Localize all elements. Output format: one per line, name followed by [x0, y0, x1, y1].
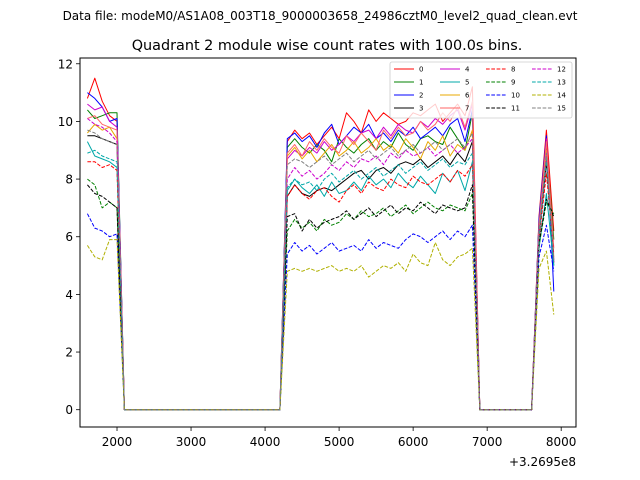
x-tick-label: 7000 — [472, 435, 503, 449]
series-line-5 — [86, 141, 555, 411]
series-line-0 — [86, 77, 555, 411]
legend-label-12: 12 — [557, 66, 566, 74]
legend-label-13: 13 — [557, 79, 566, 87]
series-line-10 — [86, 213, 555, 411]
series-layer — [86, 77, 555, 411]
y-tick-label: 2 — [65, 346, 73, 360]
x-tick-label: 6000 — [398, 435, 429, 449]
x-tick-label: 3000 — [176, 435, 207, 449]
legend-label-4: 4 — [465, 66, 470, 74]
x-offset-label: +3.2695e8 — [509, 455, 576, 469]
legend-label-15: 15 — [557, 105, 566, 113]
series-line-1 — [87, 109, 555, 411]
series-line-14 — [86, 239, 555, 411]
chart-title: Quadrant 2 module wise count rates with … — [132, 38, 523, 54]
series-line-4 — [87, 103, 555, 411]
chart-suptitle: Data file: modeM0/AS1A08_003T18_90000036… — [63, 9, 578, 23]
legend-label-7: 7 — [465, 105, 469, 113]
legend-label-9: 9 — [511, 79, 515, 87]
legend-frame — [389, 61, 573, 119]
y-tick-label: 4 — [65, 288, 73, 302]
y-tick-label: 12 — [58, 57, 73, 71]
legend-label-5: 5 — [465, 79, 469, 87]
legend-label-0: 0 — [419, 66, 423, 74]
legend-label-1: 1 — [419, 79, 423, 87]
x-tick-label: 5000 — [324, 435, 355, 449]
series-line-13 — [87, 149, 555, 411]
legend-label-3: 3 — [419, 105, 423, 113]
x-tick-label: 8000 — [546, 435, 577, 449]
y-tick-label: 10 — [58, 115, 73, 129]
series-line-3 — [87, 135, 555, 411]
x-tick-label: 2000 — [102, 435, 133, 449]
series-line-15 — [87, 129, 555, 411]
legend-label-2: 2 — [419, 92, 423, 100]
y-tick-label: 8 — [65, 173, 73, 187]
series-line-6 — [87, 123, 555, 411]
legend-label-8: 8 — [511, 66, 515, 74]
y-tick-label: 6 — [65, 230, 73, 244]
x-tick-label: 4000 — [250, 435, 281, 449]
plot-frame — [79, 57, 577, 428]
legend-label-10: 10 — [511, 92, 520, 100]
series-line-11 — [87, 184, 555, 411]
legend-label-11: 11 — [511, 105, 520, 113]
series-line-12 — [87, 118, 555, 411]
y-tick-label: 0 — [65, 403, 73, 417]
legend-label-6: 6 — [465, 92, 470, 100]
legend-label-14: 14 — [557, 92, 566, 100]
series-line-8 — [87, 161, 555, 411]
series-line-9 — [87, 178, 555, 411]
